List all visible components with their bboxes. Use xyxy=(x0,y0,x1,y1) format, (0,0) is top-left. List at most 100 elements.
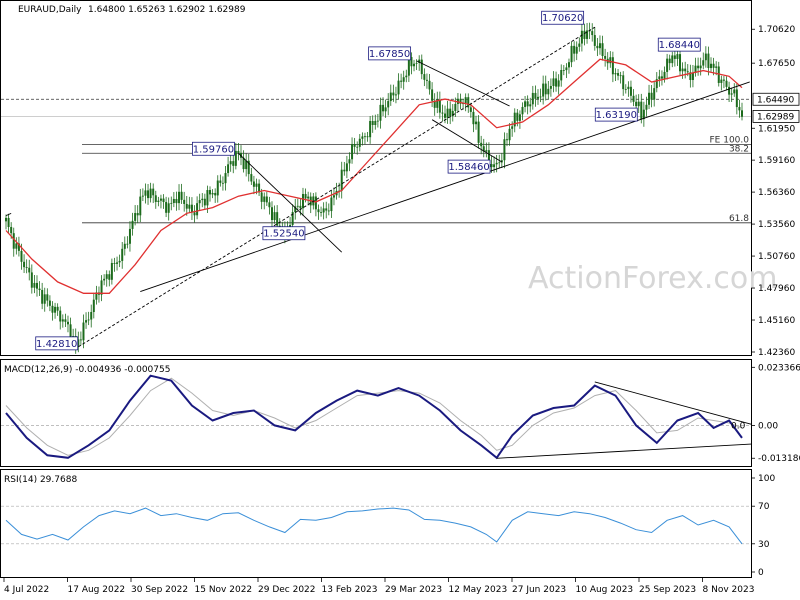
price-layer: FE 100.038.2 61.8 1.70620 1.67850 1.68440 1.5… xyxy=(1,10,751,354)
candle-body xyxy=(252,181,255,187)
date-tick-label: 29 Mar 2023 xyxy=(385,585,442,595)
candle-body xyxy=(503,139,506,161)
candle-body xyxy=(356,146,359,148)
macd-layer xyxy=(1,374,752,460)
candle-body xyxy=(730,93,733,95)
candle-body xyxy=(394,94,397,96)
candle-body xyxy=(648,92,651,105)
candle-body xyxy=(617,73,620,76)
annotation-label: 1.58460 xyxy=(448,162,489,173)
candle-body xyxy=(516,112,519,121)
candle-body xyxy=(332,195,335,198)
rsi-tick-label: 0 xyxy=(758,568,764,578)
candle-body xyxy=(738,107,741,111)
trend-line xyxy=(78,26,596,348)
annotation-box xyxy=(192,141,235,156)
candle-body xyxy=(366,136,369,138)
candle-body xyxy=(162,198,165,203)
candle-body xyxy=(689,72,692,81)
candle-body xyxy=(17,243,20,251)
candle-body xyxy=(92,299,95,313)
candle-body xyxy=(513,112,516,127)
watermark: ActionForex.com xyxy=(528,261,777,296)
candle-body xyxy=(12,233,15,249)
candle-body xyxy=(41,289,44,304)
candle-body xyxy=(423,74,426,80)
date-tick-label: 17 Aug 2022 xyxy=(68,585,126,595)
candle-body xyxy=(299,205,302,209)
candle-body xyxy=(691,72,694,81)
candle-body xyxy=(573,45,576,54)
candle-body xyxy=(258,183,261,193)
candle-body xyxy=(325,208,328,211)
candle-body xyxy=(147,190,150,199)
candle-body xyxy=(596,45,599,49)
candle-body xyxy=(175,198,178,204)
candle-body xyxy=(149,188,152,199)
candle-body xyxy=(134,213,137,221)
candle-body xyxy=(444,113,447,118)
candle-body xyxy=(446,108,449,118)
candle-body xyxy=(25,267,28,268)
candle-body xyxy=(95,292,98,300)
level-label: 38.2 xyxy=(729,144,749,154)
candle-body xyxy=(314,196,317,210)
candle-body xyxy=(614,73,617,75)
annotation-box xyxy=(541,10,585,25)
candle-body xyxy=(51,305,54,313)
candle-body xyxy=(307,196,310,199)
candle-body xyxy=(660,76,663,79)
candle-body xyxy=(547,88,550,95)
trend-line xyxy=(416,60,510,107)
candle-body xyxy=(139,196,142,216)
candle-body xyxy=(650,92,653,100)
candle-body xyxy=(234,150,237,166)
candle-body xyxy=(141,195,144,197)
candle-body xyxy=(183,199,186,204)
candle-body xyxy=(658,76,661,80)
candle-body xyxy=(180,191,183,200)
date-tick-label: 10 Aug 2023 xyxy=(576,585,634,595)
candle-body xyxy=(640,101,643,120)
candle-body xyxy=(317,209,320,213)
candle-body xyxy=(209,190,212,195)
candle-body xyxy=(77,339,80,346)
price-marker-box xyxy=(752,92,800,106)
annotation-label: 1.68440 xyxy=(659,40,700,51)
candle-body xyxy=(552,78,555,86)
candle-body xyxy=(387,101,390,108)
date-tick-label: 25 Sep 2023 xyxy=(639,585,696,595)
price-marker-box xyxy=(752,109,800,123)
candle-body xyxy=(294,206,297,213)
candle-body xyxy=(627,86,630,90)
annotation-label: 1.52540 xyxy=(263,229,304,240)
annotation-box xyxy=(657,37,701,52)
candle-body xyxy=(405,75,408,78)
candle-body xyxy=(671,55,674,64)
candle-body xyxy=(113,262,116,264)
candle-body xyxy=(681,68,684,72)
macd-trend-line xyxy=(496,443,752,459)
candle-body xyxy=(105,274,108,279)
candle-body xyxy=(666,58,669,72)
candle-body xyxy=(477,121,480,143)
candle-body xyxy=(622,75,625,90)
candle-body xyxy=(33,282,36,288)
candle-body xyxy=(30,272,33,288)
candle-body xyxy=(232,161,235,166)
macd-tick-label: 0.00 xyxy=(758,421,778,431)
price-marker-label: 1.64490 xyxy=(757,95,794,105)
candle-body xyxy=(392,92,395,96)
annotation-box xyxy=(35,336,79,351)
candle-body xyxy=(270,207,273,221)
candle-body xyxy=(167,203,170,213)
candle-body xyxy=(255,183,258,187)
candle-body xyxy=(637,101,640,107)
candle-body xyxy=(100,280,103,295)
candle-body xyxy=(201,198,204,201)
candle-body xyxy=(110,262,113,280)
candle-body xyxy=(198,200,201,204)
candle-body xyxy=(304,193,307,199)
candle-body xyxy=(601,43,604,56)
annotation-label: 1.67850 xyxy=(369,49,410,60)
